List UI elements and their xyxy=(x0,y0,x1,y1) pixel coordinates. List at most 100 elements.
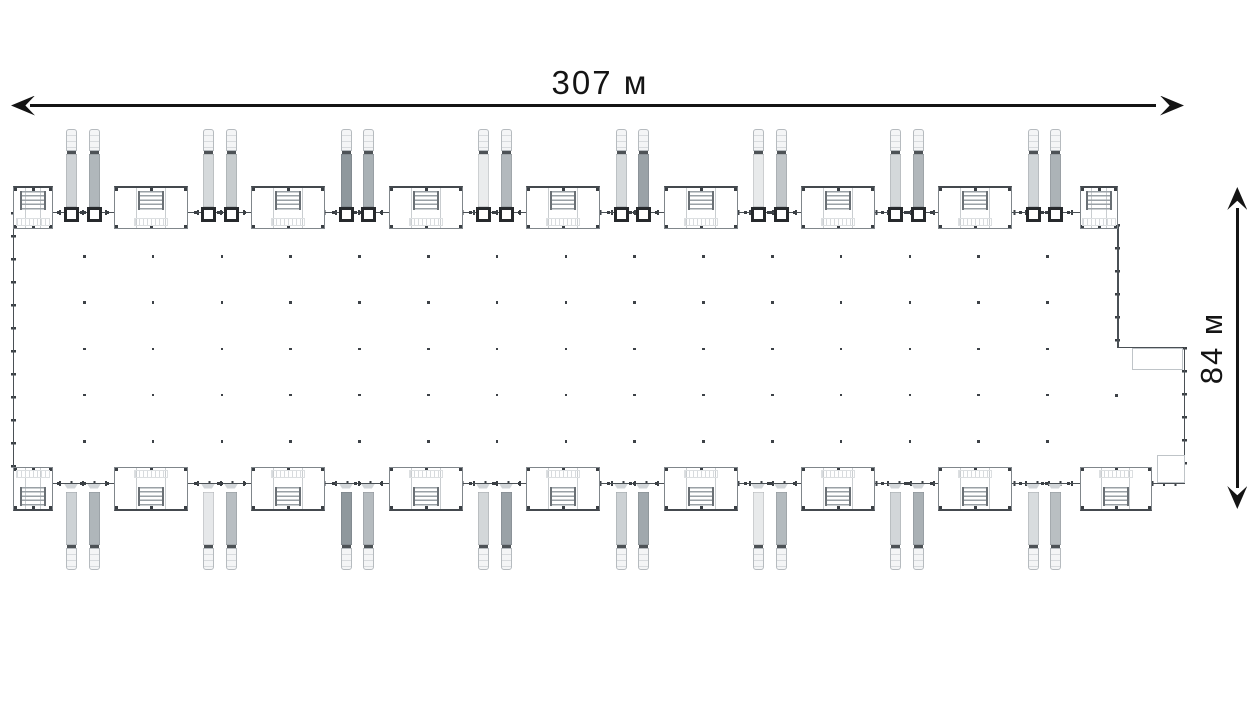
truck-windshield xyxy=(203,151,213,154)
truck xyxy=(202,129,214,207)
dock-door xyxy=(887,207,903,222)
truck-cab xyxy=(477,129,489,151)
dock-tick xyxy=(517,210,521,214)
column-dot xyxy=(977,347,980,351)
column-dot xyxy=(151,347,155,351)
truck-trailer xyxy=(340,492,352,545)
truck xyxy=(615,492,627,570)
block-partition xyxy=(547,188,549,228)
dock-tick xyxy=(353,481,357,485)
column-dot xyxy=(1115,394,1118,397)
dock-shelter xyxy=(636,483,650,489)
column-dot xyxy=(151,255,155,258)
truck-windshield xyxy=(616,151,626,154)
dock-door xyxy=(498,207,514,222)
dock-tick xyxy=(628,481,632,485)
dock-shelter xyxy=(614,483,628,489)
truck-trailer xyxy=(225,154,237,207)
dock-tick xyxy=(216,481,220,485)
dock-tick xyxy=(56,481,60,485)
truck xyxy=(477,492,489,570)
truck-cab xyxy=(202,129,214,151)
column-dot xyxy=(564,255,568,258)
truck-cab xyxy=(637,129,649,151)
dock-tick xyxy=(929,481,933,485)
stair-landing xyxy=(16,470,50,478)
truck-cab xyxy=(752,548,764,570)
dock-tick xyxy=(379,481,383,485)
block-partition xyxy=(576,468,578,509)
column-dot xyxy=(83,440,86,443)
truck-trailer xyxy=(1027,492,1039,545)
truck xyxy=(637,492,649,570)
truck-cab xyxy=(65,548,77,570)
column-dot xyxy=(564,347,568,351)
stair-icon xyxy=(275,191,301,210)
column-dot xyxy=(220,393,224,397)
dock-tick xyxy=(82,481,86,485)
column-dot xyxy=(495,255,499,258)
dock-tick xyxy=(1018,481,1022,485)
column-dot xyxy=(358,393,361,397)
block-partition xyxy=(410,188,412,228)
column-dot xyxy=(771,255,774,258)
block-partition xyxy=(301,188,303,228)
column-dot xyxy=(427,255,430,258)
block-partition xyxy=(851,188,853,228)
stair-icon xyxy=(825,487,851,506)
column-dot xyxy=(839,393,843,397)
truck-trailer xyxy=(477,154,489,207)
block-partition xyxy=(959,188,961,228)
stair-icon xyxy=(688,191,714,210)
block-partition xyxy=(1129,468,1131,509)
truck-trailer xyxy=(775,492,787,545)
dock-tick xyxy=(903,481,907,485)
truck-cab xyxy=(912,548,924,570)
height-dimension-line xyxy=(1236,208,1239,488)
truck xyxy=(225,492,237,570)
column-dot xyxy=(633,440,636,443)
stair-block xyxy=(526,467,600,511)
stair-icon xyxy=(825,191,851,210)
truck-cab xyxy=(88,129,100,151)
truck-trailer xyxy=(362,492,374,545)
column-dot xyxy=(908,255,912,258)
truck xyxy=(775,492,787,570)
dock-door xyxy=(910,207,926,222)
dock-tick xyxy=(79,210,83,214)
truck xyxy=(362,492,374,570)
block-partition xyxy=(576,188,578,228)
truck-trailer xyxy=(65,492,77,545)
column-dot xyxy=(977,440,980,443)
dock-shelter xyxy=(911,483,925,489)
stair-block xyxy=(114,467,188,511)
stair-block xyxy=(801,186,875,229)
dock-tick xyxy=(491,481,495,485)
truck-windshield xyxy=(501,151,511,154)
truck-windshield xyxy=(89,545,99,548)
truck-windshield xyxy=(341,151,351,154)
column-dot xyxy=(908,301,912,304)
stair-icon xyxy=(962,191,988,210)
truck-windshield xyxy=(753,545,763,548)
block-partition xyxy=(135,468,137,509)
dock-tick xyxy=(216,210,220,214)
block-partition xyxy=(959,468,961,509)
truck-cab xyxy=(225,548,237,570)
stair-landing xyxy=(409,218,443,226)
truck-trailer xyxy=(202,154,214,207)
truck-windshield xyxy=(890,545,900,548)
dock-tick xyxy=(353,210,357,214)
dock-tick xyxy=(1040,210,1044,214)
dock-tick xyxy=(654,210,658,214)
truck xyxy=(615,129,627,207)
column-dot xyxy=(702,440,705,443)
width-dimension-line xyxy=(30,104,1156,107)
dock-tick xyxy=(357,481,361,485)
block-partition xyxy=(714,188,716,228)
dock-door xyxy=(360,207,376,222)
column-dot xyxy=(839,255,843,258)
width-dimension-label: 307 м xyxy=(551,64,649,101)
column-dot xyxy=(771,393,774,397)
column-dot xyxy=(289,440,292,443)
